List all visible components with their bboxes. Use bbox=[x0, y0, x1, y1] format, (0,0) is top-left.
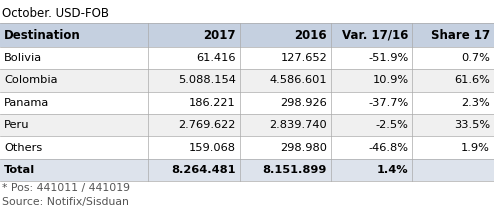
Text: Share 17: Share 17 bbox=[431, 29, 490, 42]
Text: 2016: 2016 bbox=[294, 29, 327, 42]
Text: Peru: Peru bbox=[4, 120, 30, 130]
Bar bbox=[0, 114, 148, 137]
Text: 1.4%: 1.4% bbox=[377, 165, 409, 175]
Bar bbox=[240, 159, 331, 181]
Text: * Pos: 441011 / 441019: * Pos: 441011 / 441019 bbox=[2, 183, 130, 193]
Text: 8.151.899: 8.151.899 bbox=[263, 165, 327, 175]
Bar bbox=[0, 23, 148, 47]
Bar bbox=[412, 92, 494, 114]
Bar bbox=[148, 114, 240, 137]
Text: 2.839.740: 2.839.740 bbox=[269, 120, 327, 130]
Text: 61.416: 61.416 bbox=[196, 53, 236, 63]
Text: Others: Others bbox=[4, 143, 42, 153]
Bar bbox=[148, 23, 240, 47]
Text: 10.9%: 10.9% bbox=[372, 76, 409, 85]
Text: 298.926: 298.926 bbox=[280, 98, 327, 108]
Text: Total: Total bbox=[4, 165, 35, 175]
Bar bbox=[148, 92, 240, 114]
Text: Var. 17/16: Var. 17/16 bbox=[342, 29, 409, 42]
Text: 0.7%: 0.7% bbox=[461, 53, 490, 63]
Text: Colombia: Colombia bbox=[4, 76, 57, 85]
Bar bbox=[331, 114, 412, 137]
Bar bbox=[0, 92, 148, 114]
Bar bbox=[148, 69, 240, 92]
Bar bbox=[412, 23, 494, 47]
Bar bbox=[0, 137, 148, 159]
Text: 127.652: 127.652 bbox=[280, 53, 327, 63]
Text: Destination: Destination bbox=[4, 29, 81, 42]
Bar bbox=[0, 47, 148, 69]
Text: 159.068: 159.068 bbox=[189, 143, 236, 153]
Text: Bolivia: Bolivia bbox=[4, 53, 42, 63]
Bar bbox=[240, 137, 331, 159]
Text: 298.980: 298.980 bbox=[280, 143, 327, 153]
Bar bbox=[240, 92, 331, 114]
Bar bbox=[148, 159, 240, 181]
Text: 2.3%: 2.3% bbox=[461, 98, 490, 108]
Bar bbox=[0, 159, 148, 181]
Bar bbox=[331, 69, 412, 92]
Text: -51.9%: -51.9% bbox=[369, 53, 409, 63]
Text: -46.8%: -46.8% bbox=[369, 143, 409, 153]
Text: 33.5%: 33.5% bbox=[454, 120, 490, 130]
Bar bbox=[331, 47, 412, 69]
Bar bbox=[412, 114, 494, 137]
Bar bbox=[240, 47, 331, 69]
Text: 61.6%: 61.6% bbox=[454, 76, 490, 85]
Text: 186.221: 186.221 bbox=[189, 98, 236, 108]
Bar bbox=[412, 47, 494, 69]
Bar bbox=[0, 69, 148, 92]
Bar bbox=[412, 69, 494, 92]
Text: Panama: Panama bbox=[4, 98, 49, 108]
Bar bbox=[412, 159, 494, 181]
Text: 1.9%: 1.9% bbox=[461, 143, 490, 153]
Text: Source: Notifix/Sisduan: Source: Notifix/Sisduan bbox=[2, 197, 129, 207]
Text: 5.088.154: 5.088.154 bbox=[178, 76, 236, 85]
Text: 4.586.601: 4.586.601 bbox=[269, 76, 327, 85]
Text: 2017: 2017 bbox=[203, 29, 236, 42]
Bar bbox=[412, 137, 494, 159]
Bar bbox=[240, 23, 331, 47]
Bar bbox=[331, 23, 412, 47]
Bar bbox=[331, 92, 412, 114]
Text: October. USD-FOB: October. USD-FOB bbox=[2, 7, 110, 20]
Text: 8.264.481: 8.264.481 bbox=[171, 165, 236, 175]
Bar bbox=[148, 47, 240, 69]
Bar bbox=[331, 137, 412, 159]
Bar bbox=[148, 137, 240, 159]
Text: -37.7%: -37.7% bbox=[369, 98, 409, 108]
Text: 2.769.622: 2.769.622 bbox=[178, 120, 236, 130]
Bar bbox=[240, 69, 331, 92]
Bar bbox=[331, 159, 412, 181]
Bar bbox=[240, 114, 331, 137]
Text: -2.5%: -2.5% bbox=[375, 120, 409, 130]
